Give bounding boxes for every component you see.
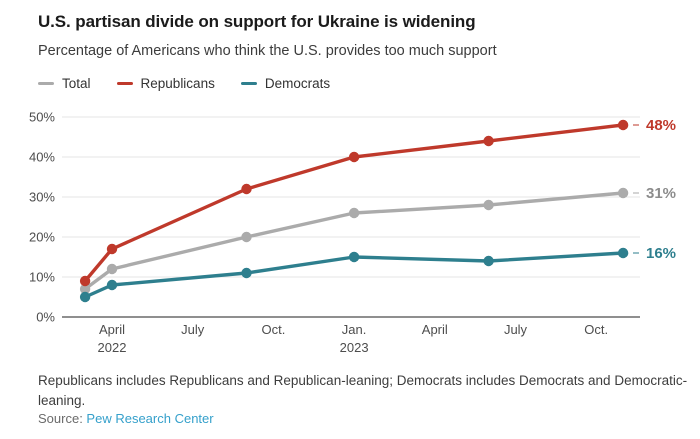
legend-item-republicans: Republicans (116, 76, 215, 91)
end-label-total: 31% (646, 185, 676, 202)
legend-swatch-republicans-icon (116, 81, 133, 86)
data-point-republicans-4 (483, 135, 494, 147)
data-point-republicans-2 (241, 183, 252, 195)
legend-swatch-democrats-icon (240, 81, 257, 86)
chart-footnote: Republicans includes Republicans and Rep… (38, 373, 688, 408)
data-point-total-3 (348, 207, 360, 219)
data-point-democrats-3 (348, 251, 360, 263)
x-tick-year: 2023 (340, 340, 369, 355)
y-tick-label: 50% (29, 110, 55, 125)
x-tick-label: Jan. (342, 322, 367, 337)
data-point-total-2 (241, 231, 252, 243)
data-point-republicans-1 (106, 243, 118, 255)
data-point-democrats-5 (617, 247, 629, 259)
legend-item-total: Total (38, 76, 91, 91)
y-tick-label: 20% (29, 230, 55, 245)
source-link[interactable]: Pew Research Center (86, 411, 214, 426)
legend-label-republicans: Republicans (140, 76, 215, 91)
source-line: Source: Pew Research Center (38, 411, 214, 426)
x-tick-year: 2022 (98, 340, 127, 355)
x-tick-label: Oct. (584, 322, 608, 337)
data-point-republicans-3 (348, 151, 360, 163)
x-tick-label: July (181, 322, 205, 337)
end-label-republicans: 48% (646, 117, 676, 134)
x-tick-label: Oct. (261, 322, 285, 337)
data-point-total-1 (106, 263, 118, 275)
data-point-democrats-2 (241, 267, 252, 279)
data-point-republicans-0 (79, 275, 91, 287)
legend-label-total: Total (62, 76, 91, 91)
series-line-republicans (83, 123, 625, 283)
x-tick-label: April (422, 322, 448, 337)
legend-swatch-total-icon (38, 81, 54, 86)
source-prefix: Source: (38, 411, 87, 426)
chart-title: U.S. partisan divide on support for Ukra… (38, 12, 476, 31)
chart-subtitle: Percentage of Americans who think the U.… (38, 43, 497, 59)
data-point-democrats-1 (106, 279, 118, 291)
data-point-total-0 (79, 283, 91, 295)
data-point-total-4 (483, 199, 494, 211)
y-tick-label: 10% (29, 270, 55, 285)
end-label-democrats: 16% (646, 245, 676, 262)
y-tick-label: 0% (36, 310, 55, 325)
y-tick-label: 30% (29, 190, 55, 205)
legend-item-democrats: Democrats (240, 76, 331, 91)
data-point-democrats-0 (79, 291, 91, 303)
x-tick-label: April (99, 322, 125, 337)
series-line-total (83, 191, 625, 291)
legend-label-democrats: Democrats (264, 76, 331, 91)
data-point-total-5 (617, 187, 629, 199)
data-point-republicans-5 (617, 119, 629, 131)
x-tick-label: July (504, 322, 528, 337)
data-point-democrats-4 (483, 255, 494, 267)
chart-legend: Total Republicans Democrats (38, 76, 330, 91)
y-tick-label: 40% (29, 150, 55, 165)
